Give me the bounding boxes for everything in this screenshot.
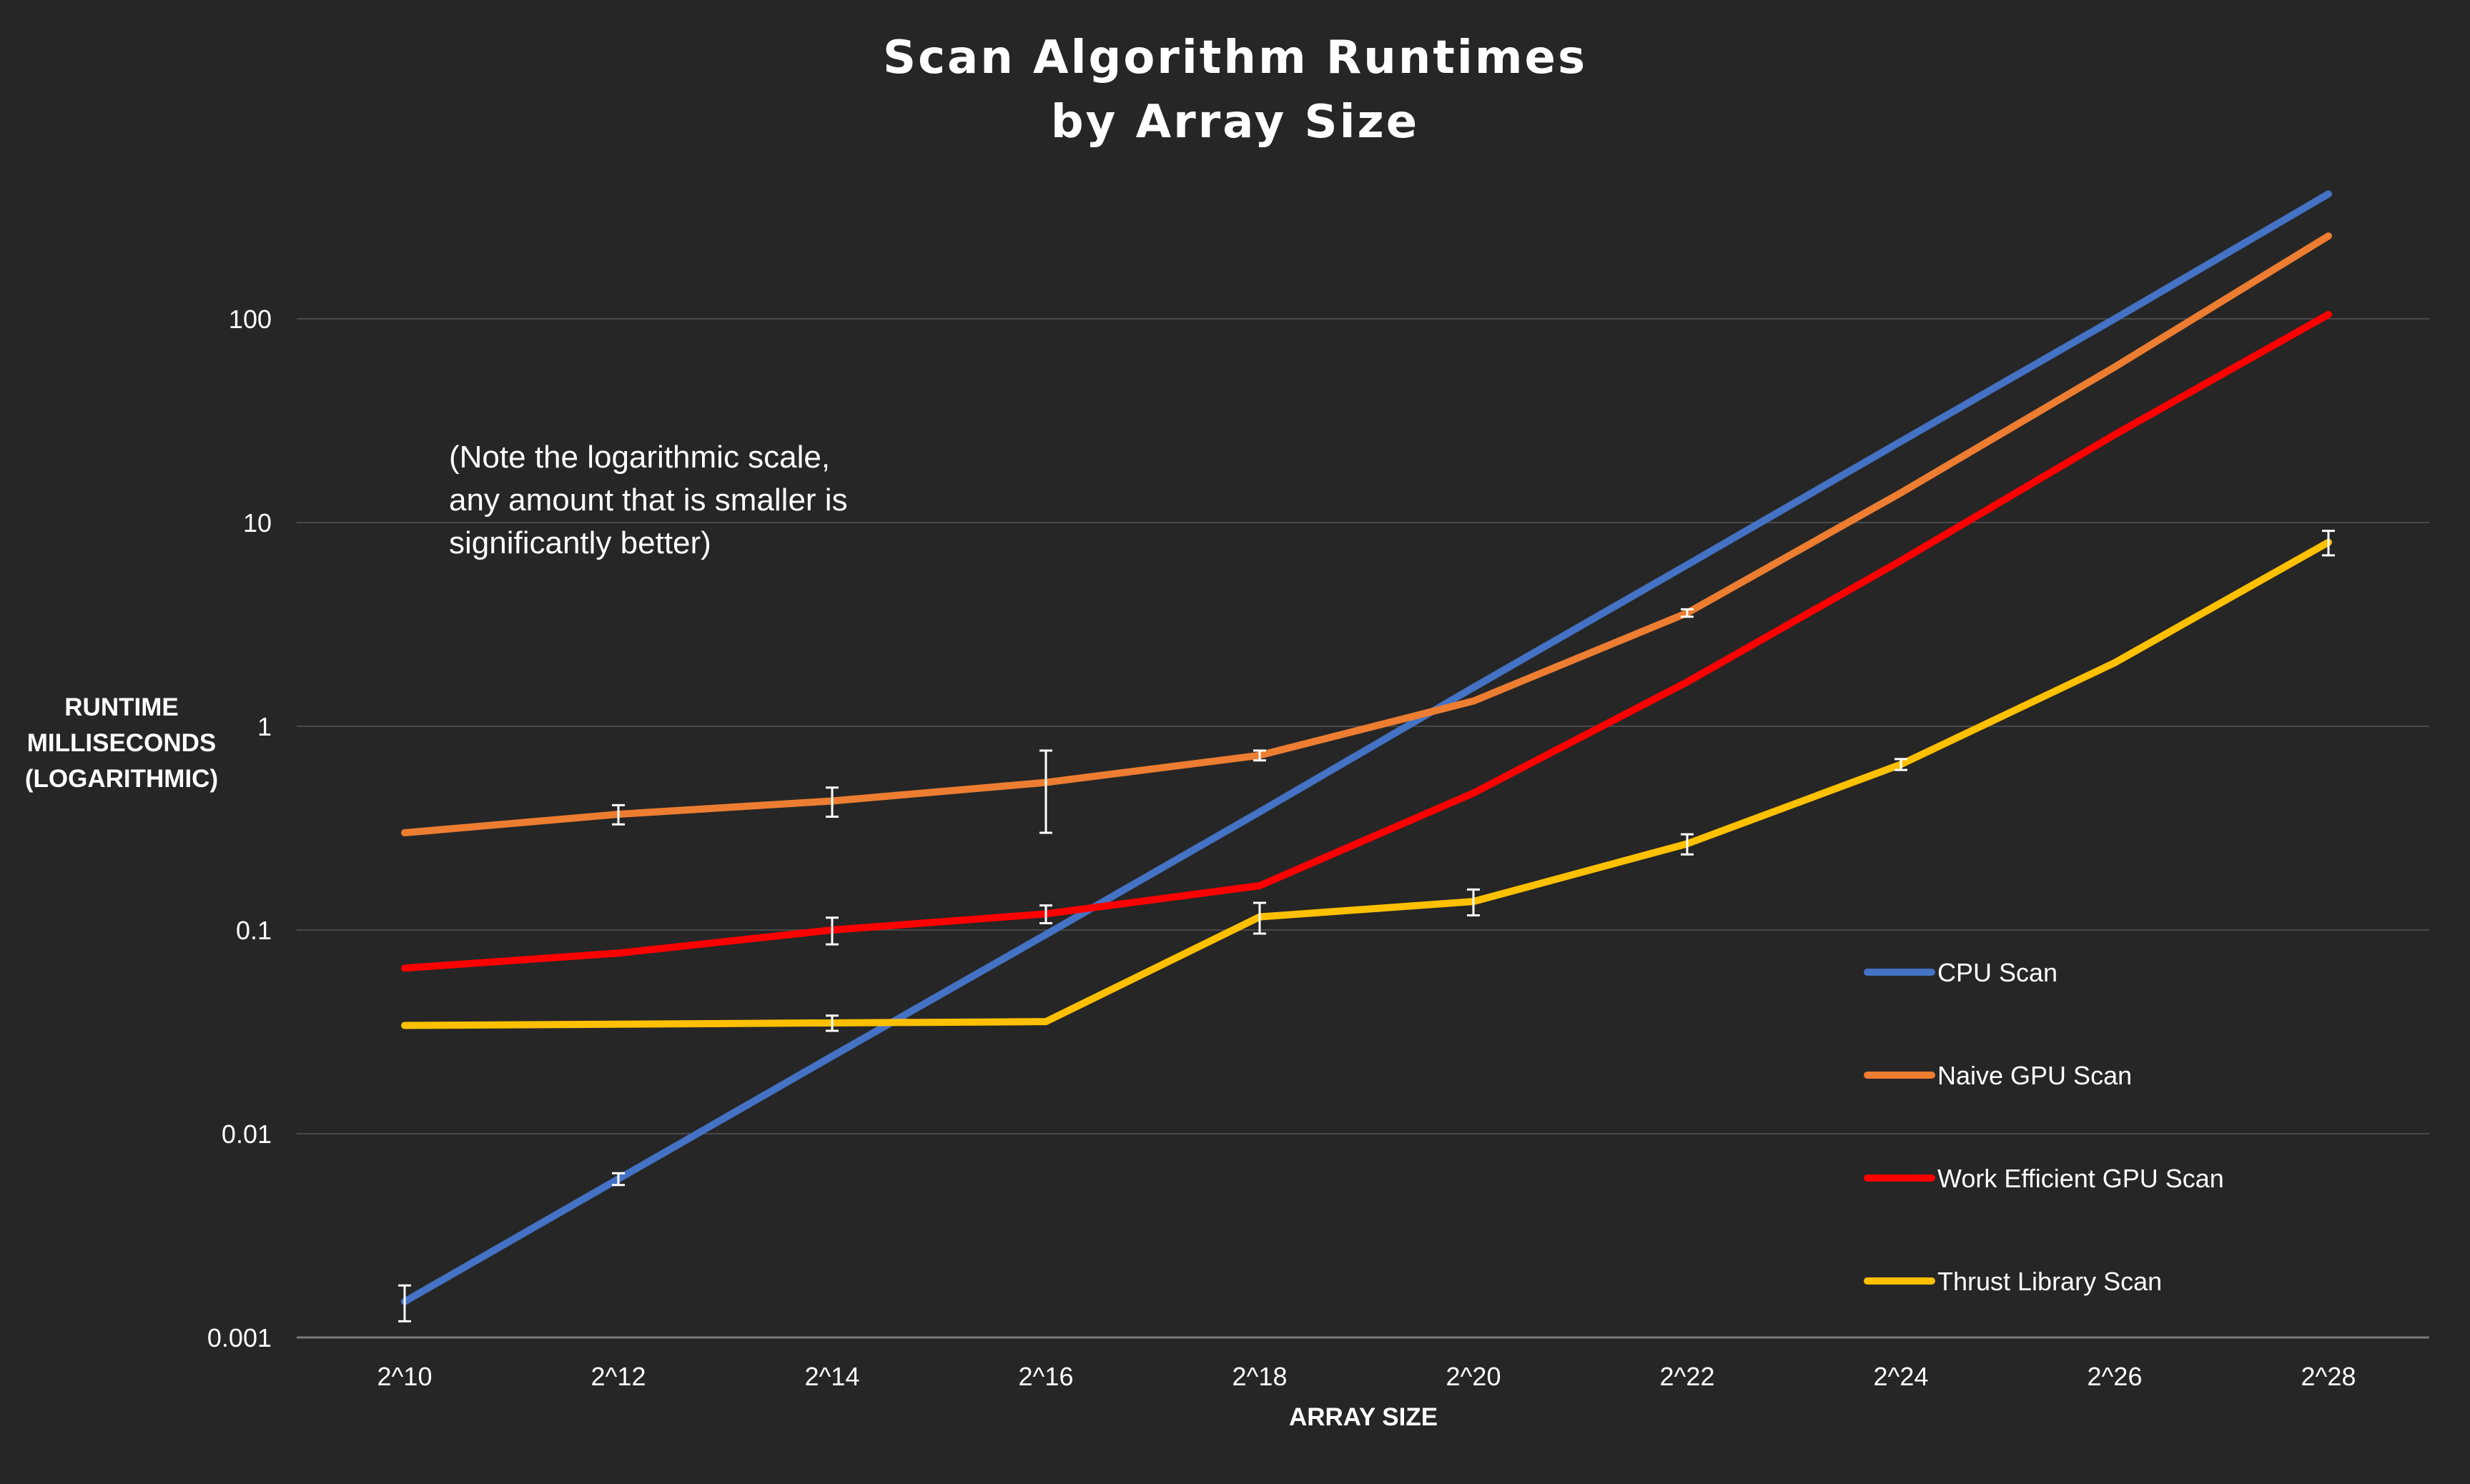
legend-label: CPU Scan — [1937, 958, 2057, 987]
x-tick-label: 2^22 — [1660, 1362, 1715, 1391]
x-tick-label: 2^14 — [805, 1362, 860, 1391]
legend-label: Work Efficient GPU Scan — [1937, 1164, 2224, 1193]
data-point — [403, 831, 406, 835]
data-point — [831, 1054, 834, 1058]
chart-title-line-2: by Array Size — [1050, 96, 1420, 149]
data-point — [1900, 440, 1902, 443]
error-bar — [1253, 901, 1266, 935]
data-point — [403, 966, 406, 970]
y-tick-label: 0.1 — [236, 916, 272, 945]
y-axis-label-line-1: RUNTIME — [64, 693, 179, 721]
x-tick-label: 2^26 — [2088, 1362, 2143, 1391]
data-point — [1472, 699, 1475, 703]
data-point — [2327, 192, 2330, 196]
data-point — [2327, 234, 2330, 238]
data-point — [1900, 559, 1902, 563]
x-tick-label: 2^28 — [2301, 1362, 2356, 1391]
y-tick-labels: 0.001 0.01 0.1 1 10 100 — [207, 305, 272, 1352]
y-axis-label-line-3: (LOGARITHMIC) — [24, 765, 219, 793]
data-point — [403, 1024, 406, 1027]
legend: CPU Scan Naive GPU Scan Work Efficient GPU… — [1864, 958, 2224, 1296]
data-point — [1258, 884, 1261, 888]
error-bar — [1039, 904, 1052, 924]
error-bar — [1681, 833, 1694, 856]
data-point — [1044, 1020, 1047, 1024]
data-point — [2113, 317, 2116, 320]
series-line — [401, 310, 2332, 972]
y-tick-label: 100 — [229, 305, 272, 334]
data-point — [2113, 661, 2116, 665]
error-bar — [398, 1284, 411, 1322]
series-line — [401, 232, 2332, 837]
scale-note-line-3: significantly better) — [449, 525, 711, 560]
error-bar — [1681, 608, 1694, 618]
error-bar — [612, 803, 625, 826]
error-bar — [826, 1014, 839, 1032]
legend-label: Thrust Library Scan — [1937, 1267, 2162, 1296]
y-tick-label: 0.001 — [207, 1323, 272, 1352]
error-bar — [826, 916, 839, 946]
data-point — [2113, 433, 2116, 437]
data-point — [1044, 933, 1047, 936]
error-bar — [612, 1172, 625, 1187]
y-tick-label: 10 — [243, 508, 272, 538]
x-tick-labels: 2^10 2^12 2^14 2^16 2^18 2^20 2^22 2^24 2^26 2^28 — [377, 1362, 2356, 1391]
error-bar — [1253, 749, 1266, 762]
scale-note: (Note the logarithmic scale, any amount … — [449, 436, 848, 565]
data-point — [1686, 681, 1689, 684]
series-line — [401, 538, 2332, 1029]
data-point — [1472, 791, 1475, 795]
x-tick-label: 2^24 — [1874, 1362, 1929, 1391]
error-bars — [398, 530, 2335, 1322]
y-axis-label-line-2: MILLISECONDS — [26, 729, 217, 757]
x-tick-label: 2^16 — [1019, 1362, 1074, 1391]
data-point — [617, 1022, 620, 1026]
error-bar — [1895, 758, 1907, 771]
x-tick-label: 2^12 — [591, 1362, 646, 1391]
x-tick-label: 2^10 — [377, 1362, 433, 1391]
data-point — [1258, 810, 1261, 813]
error-bar — [2322, 530, 2335, 557]
series-line — [401, 190, 2332, 1305]
data-point — [1472, 686, 1475, 689]
y-tick-label: 1 — [257, 712, 272, 741]
error-bar — [1039, 749, 1052, 834]
data-point — [1686, 563, 1689, 567]
data-point — [2113, 365, 2116, 369]
error-bar — [1467, 888, 1480, 917]
legend-label: Naive GPU Scan — [1937, 1061, 2132, 1090]
error-bar — [826, 786, 839, 818]
scale-note-line-2: any amount that is smaller is — [449, 483, 848, 518]
data-point — [617, 951, 620, 955]
series-lines — [401, 190, 2332, 1305]
y-tick-label: 0.01 — [222, 1119, 272, 1149]
data-point — [1900, 491, 1902, 495]
x-tick-label: 2^18 — [1232, 1362, 1288, 1391]
x-tick-label: 2^20 — [1446, 1362, 1501, 1391]
chart-title-line-1: Scan Algorithm Runtimes — [882, 31, 1588, 84]
y-axis-label: RUNTIME MILLISECONDS (LOGARITHMIC) — [14, 690, 229, 797]
x-axis-label: ARRAY SIZE — [1288, 1403, 1438, 1431]
data-point — [2327, 312, 2330, 316]
scale-note-line-1: (Note the logarithmic scale, — [449, 440, 831, 475]
